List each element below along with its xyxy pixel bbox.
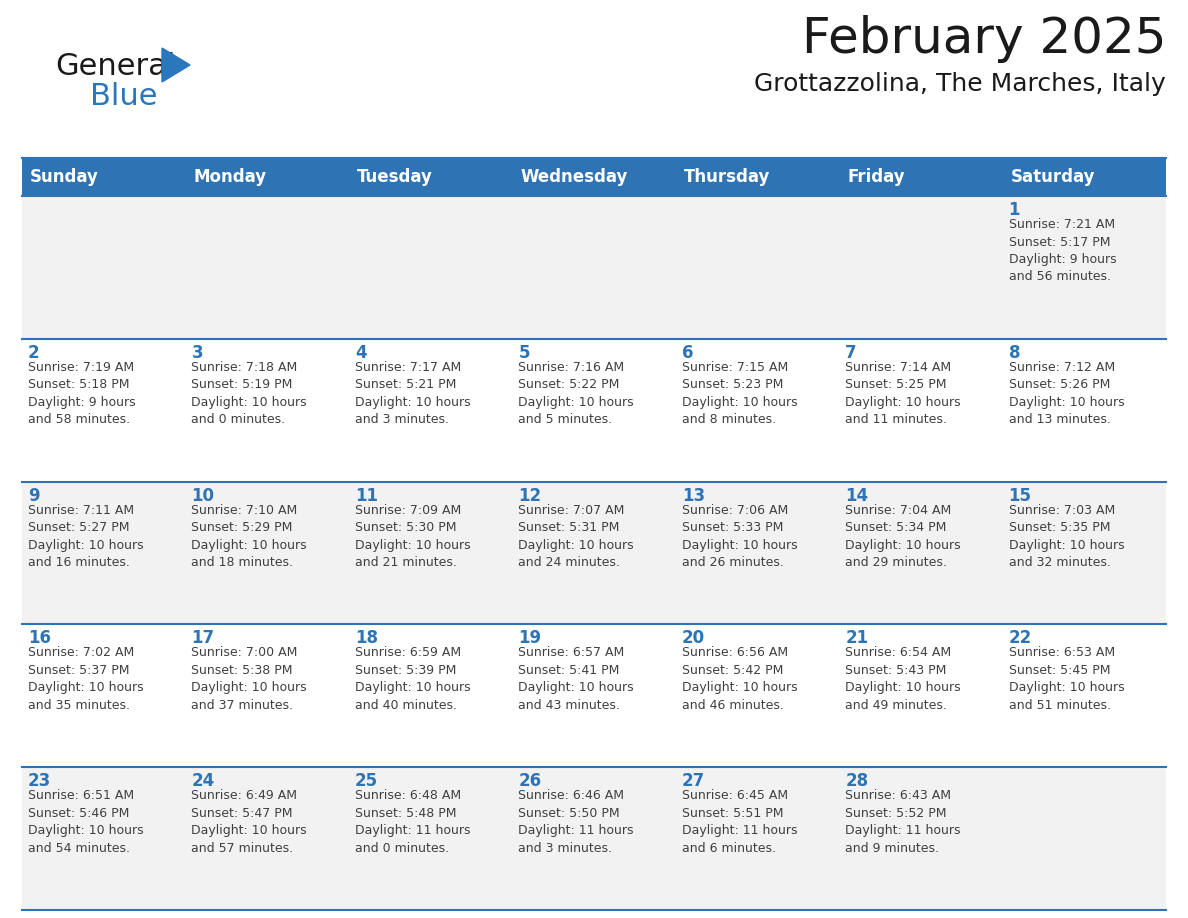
Text: 19: 19 — [518, 630, 542, 647]
Text: 12: 12 — [518, 487, 542, 505]
Text: 23: 23 — [29, 772, 51, 790]
Text: Friday: Friday — [847, 168, 905, 186]
Text: 13: 13 — [682, 487, 704, 505]
Text: Sunrise: 7:09 AM
Sunset: 5:30 PM
Daylight: 10 hours
and 21 minutes.: Sunrise: 7:09 AM Sunset: 5:30 PM Dayligh… — [355, 504, 470, 569]
Text: 22: 22 — [1009, 630, 1032, 647]
Bar — [23, 339, 1165, 482]
Bar — [23, 482, 1165, 624]
Text: Sunrise: 7:10 AM
Sunset: 5:29 PM
Daylight: 10 hours
and 18 minutes.: Sunrise: 7:10 AM Sunset: 5:29 PM Dayligh… — [191, 504, 307, 569]
Bar — [23, 196, 1165, 339]
Text: 9: 9 — [29, 487, 39, 505]
Text: Sunrise: 7:19 AM
Sunset: 5:18 PM
Daylight: 9 hours
and 58 minutes.: Sunrise: 7:19 AM Sunset: 5:18 PM Dayligh… — [29, 361, 135, 426]
Text: 28: 28 — [845, 772, 868, 790]
Text: 15: 15 — [1009, 487, 1031, 505]
Bar — [185, 158, 349, 196]
Text: Sunrise: 7:04 AM
Sunset: 5:34 PM
Daylight: 10 hours
and 29 minutes.: Sunrise: 7:04 AM Sunset: 5:34 PM Dayligh… — [845, 504, 961, 569]
Bar — [839, 158, 1003, 196]
Text: Sunrise: 6:57 AM
Sunset: 5:41 PM
Daylight: 10 hours
and 43 minutes.: Sunrise: 6:57 AM Sunset: 5:41 PM Dayligh… — [518, 646, 634, 711]
Text: 25: 25 — [355, 772, 378, 790]
Text: Sunrise: 7:18 AM
Sunset: 5:19 PM
Daylight: 10 hours
and 0 minutes.: Sunrise: 7:18 AM Sunset: 5:19 PM Dayligh… — [191, 361, 307, 426]
Text: Sunrise: 6:56 AM
Sunset: 5:42 PM
Daylight: 10 hours
and 46 minutes.: Sunrise: 6:56 AM Sunset: 5:42 PM Dayligh… — [682, 646, 797, 711]
Text: Monday: Monday — [194, 168, 266, 186]
Text: 16: 16 — [29, 630, 51, 647]
Text: 26: 26 — [518, 772, 542, 790]
Text: 8: 8 — [1009, 344, 1020, 362]
Text: Thursday: Thursday — [684, 168, 770, 186]
Text: Sunrise: 7:16 AM
Sunset: 5:22 PM
Daylight: 10 hours
and 5 minutes.: Sunrise: 7:16 AM Sunset: 5:22 PM Dayligh… — [518, 361, 634, 426]
Text: 2: 2 — [29, 344, 39, 362]
Bar — [23, 158, 185, 196]
Text: 27: 27 — [682, 772, 704, 790]
Text: 20: 20 — [682, 630, 704, 647]
Text: February 2025: February 2025 — [802, 15, 1165, 63]
Text: 24: 24 — [191, 772, 215, 790]
Text: Sunrise: 7:07 AM
Sunset: 5:31 PM
Daylight: 10 hours
and 24 minutes.: Sunrise: 7:07 AM Sunset: 5:31 PM Dayligh… — [518, 504, 634, 569]
Text: Sunrise: 6:54 AM
Sunset: 5:43 PM
Daylight: 10 hours
and 49 minutes.: Sunrise: 6:54 AM Sunset: 5:43 PM Dayligh… — [845, 646, 961, 711]
Text: 21: 21 — [845, 630, 868, 647]
Text: 6: 6 — [682, 344, 694, 362]
Bar — [512, 158, 676, 196]
Text: Sunrise: 7:00 AM
Sunset: 5:38 PM
Daylight: 10 hours
and 37 minutes.: Sunrise: 7:00 AM Sunset: 5:38 PM Dayligh… — [191, 646, 307, 711]
Text: Sunrise: 6:45 AM
Sunset: 5:51 PM
Daylight: 11 hours
and 6 minutes.: Sunrise: 6:45 AM Sunset: 5:51 PM Dayligh… — [682, 789, 797, 855]
Text: General: General — [55, 52, 176, 81]
Text: Sunrise: 6:59 AM
Sunset: 5:39 PM
Daylight: 10 hours
and 40 minutes.: Sunrise: 6:59 AM Sunset: 5:39 PM Dayligh… — [355, 646, 470, 711]
Text: Sunrise: 6:43 AM
Sunset: 5:52 PM
Daylight: 11 hours
and 9 minutes.: Sunrise: 6:43 AM Sunset: 5:52 PM Dayligh… — [845, 789, 961, 855]
Text: Tuesday: Tuesday — [356, 168, 432, 186]
Text: Sunrise: 7:17 AM
Sunset: 5:21 PM
Daylight: 10 hours
and 3 minutes.: Sunrise: 7:17 AM Sunset: 5:21 PM Dayligh… — [355, 361, 470, 426]
Text: 11: 11 — [355, 487, 378, 505]
Text: 14: 14 — [845, 487, 868, 505]
Text: 17: 17 — [191, 630, 215, 647]
Text: Sunrise: 7:06 AM
Sunset: 5:33 PM
Daylight: 10 hours
and 26 minutes.: Sunrise: 7:06 AM Sunset: 5:33 PM Dayligh… — [682, 504, 797, 569]
Bar — [23, 767, 1165, 910]
Text: Sunrise: 7:21 AM
Sunset: 5:17 PM
Daylight: 9 hours
and 56 minutes.: Sunrise: 7:21 AM Sunset: 5:17 PM Dayligh… — [1009, 218, 1117, 284]
Text: Grottazzolina, The Marches, Italy: Grottazzolina, The Marches, Italy — [754, 72, 1165, 96]
Text: Sunrise: 6:53 AM
Sunset: 5:45 PM
Daylight: 10 hours
and 51 minutes.: Sunrise: 6:53 AM Sunset: 5:45 PM Dayligh… — [1009, 646, 1124, 711]
Text: Wednesday: Wednesday — [520, 168, 627, 186]
Bar — [349, 158, 512, 196]
Text: Sunday: Sunday — [30, 168, 99, 186]
Text: Sunrise: 7:03 AM
Sunset: 5:35 PM
Daylight: 10 hours
and 32 minutes.: Sunrise: 7:03 AM Sunset: 5:35 PM Dayligh… — [1009, 504, 1124, 569]
Text: 1: 1 — [1009, 201, 1020, 219]
Text: Blue: Blue — [90, 82, 158, 111]
Text: 10: 10 — [191, 487, 214, 505]
Bar — [23, 624, 1165, 767]
Text: Sunrise: 7:02 AM
Sunset: 5:37 PM
Daylight: 10 hours
and 35 minutes.: Sunrise: 7:02 AM Sunset: 5:37 PM Dayligh… — [29, 646, 144, 711]
Text: Sunrise: 7:11 AM
Sunset: 5:27 PM
Daylight: 10 hours
and 16 minutes.: Sunrise: 7:11 AM Sunset: 5:27 PM Dayligh… — [29, 504, 144, 569]
Text: Saturday: Saturday — [1011, 168, 1095, 186]
Text: Sunrise: 7:12 AM
Sunset: 5:26 PM
Daylight: 10 hours
and 13 minutes.: Sunrise: 7:12 AM Sunset: 5:26 PM Dayligh… — [1009, 361, 1124, 426]
Text: Sunrise: 6:48 AM
Sunset: 5:48 PM
Daylight: 11 hours
and 0 minutes.: Sunrise: 6:48 AM Sunset: 5:48 PM Dayligh… — [355, 789, 470, 855]
Text: Sunrise: 7:14 AM
Sunset: 5:25 PM
Daylight: 10 hours
and 11 minutes.: Sunrise: 7:14 AM Sunset: 5:25 PM Dayligh… — [845, 361, 961, 426]
Text: 3: 3 — [191, 344, 203, 362]
Text: 7: 7 — [845, 344, 857, 362]
Bar — [676, 158, 839, 196]
Text: Sunrise: 6:46 AM
Sunset: 5:50 PM
Daylight: 11 hours
and 3 minutes.: Sunrise: 6:46 AM Sunset: 5:50 PM Dayligh… — [518, 789, 633, 855]
Text: 4: 4 — [355, 344, 366, 362]
Text: Sunrise: 7:15 AM
Sunset: 5:23 PM
Daylight: 10 hours
and 8 minutes.: Sunrise: 7:15 AM Sunset: 5:23 PM Dayligh… — [682, 361, 797, 426]
Text: Sunrise: 6:51 AM
Sunset: 5:46 PM
Daylight: 10 hours
and 54 minutes.: Sunrise: 6:51 AM Sunset: 5:46 PM Dayligh… — [29, 789, 144, 855]
Text: 5: 5 — [518, 344, 530, 362]
Text: 18: 18 — [355, 630, 378, 647]
Polygon shape — [162, 48, 190, 82]
Text: Sunrise: 6:49 AM
Sunset: 5:47 PM
Daylight: 10 hours
and 57 minutes.: Sunrise: 6:49 AM Sunset: 5:47 PM Dayligh… — [191, 789, 307, 855]
Bar — [1003, 158, 1165, 196]
